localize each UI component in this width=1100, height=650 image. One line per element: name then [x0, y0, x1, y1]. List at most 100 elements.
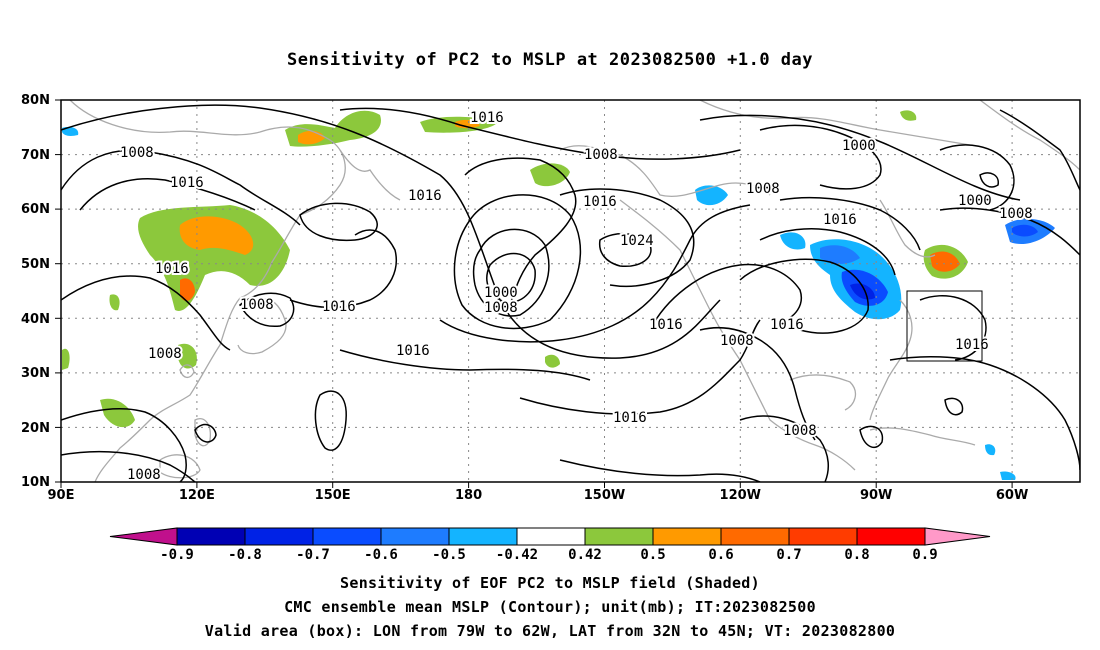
lat-label: 40N: [21, 312, 50, 327]
contour-line: [739, 258, 869, 334]
shade-negative: [820, 245, 860, 264]
shade-negative: [985, 444, 996, 456]
lat-label: 70N: [21, 148, 50, 163]
contour-label: 1008: [584, 147, 618, 163]
contour-line: [79, 178, 256, 211]
colorbar-tick-label: -0.6: [364, 547, 398, 563]
contour-line: [314, 390, 347, 451]
contour-label: 1016: [823, 212, 857, 228]
latitude-axis: 80N 70N 60N 50N 40N 30N 20N 10N: [21, 93, 61, 490]
coastline-gulf: [789, 374, 857, 411]
contour-label: 1016: [613, 410, 647, 426]
shade-negative: [1000, 471, 1016, 480]
coastline-alaska: [559, 145, 771, 197]
contour-line: [699, 326, 816, 441]
colorbar-segment: [652, 527, 722, 546]
contour-line: [299, 202, 378, 242]
colorbar-tick-label: -0.8: [228, 547, 262, 563]
colorbar-tick-label: 0.7: [776, 547, 801, 563]
contour-label: 1016: [408, 188, 442, 204]
coastline-greenland: [979, 100, 1080, 171]
lon-label: 180: [455, 488, 482, 503]
shade-positive: [109, 294, 120, 311]
colorbar: -0.9 -0.8 -0.7 -0.6 -0.5 -0.42 0.42 0.5 0.6 0.7 0.…: [109, 527, 991, 563]
colorbar-tick-label: -0.42: [496, 547, 538, 563]
contour-label: 1008: [120, 145, 154, 161]
lat-label: 20N: [21, 421, 50, 436]
graticule: [61, 100, 1080, 482]
contour-line: [598, 233, 652, 267]
colorbar-segment: [312, 527, 382, 546]
contour-line: [939, 207, 1080, 256]
colorbar-low-end: [109, 527, 178, 546]
contour-labels: 1016 1008 1016 1016 1008 1008 1016 1008 …: [118, 108, 1035, 483]
lon-label: 150W: [584, 488, 625, 503]
shade-positive: [180, 278, 195, 301]
shade-positive: [545, 354, 560, 368]
lat-label: 80N: [21, 93, 50, 108]
lon-label: 60W: [996, 488, 1028, 503]
contour-line: [759, 228, 896, 276]
contour-label: 1016: [170, 175, 204, 191]
colorbar-tick-label: -0.7: [296, 547, 330, 563]
colorbar-segment: [448, 527, 518, 546]
contour-line: [472, 228, 550, 317]
colorbar-tick-label: 0.5: [640, 547, 665, 563]
coastline-japan: [237, 298, 287, 355]
contour-line: [739, 415, 830, 482]
colorbar-tick-label: 0.8: [844, 547, 869, 563]
contour-line: [289, 229, 397, 309]
contour-line: [453, 194, 582, 330]
contour-line: [519, 319, 761, 415]
contour-line: [649, 263, 802, 331]
contour-label: 1008: [484, 300, 518, 316]
shade-positive: [900, 110, 917, 121]
map-frame: [60, 99, 1081, 483]
shade-positive: [530, 163, 570, 187]
contour-line: [859, 425, 884, 449]
contour-label: 1008: [240, 297, 274, 313]
colorbar-tick-label: 0.9: [912, 547, 937, 563]
shade-negative: [62, 126, 79, 136]
colorbar-tick-label: 0.42: [568, 547, 602, 563]
contour-label: 1016: [396, 343, 430, 359]
contour-line: [486, 252, 536, 304]
colorbar-high-end: [924, 527, 991, 546]
shade-positive: [138, 205, 290, 311]
contour-line: [559, 459, 761, 482]
contour-line: [979, 172, 999, 188]
shade-positive: [930, 251, 960, 272]
contour-label: 1008: [720, 333, 754, 349]
contour-label: 1016: [322, 299, 356, 315]
colorbar-segment: [856, 527, 926, 546]
caption-line-1: Sensitivity of EOF PC2 to MSLP field (Sh…: [340, 574, 760, 592]
colorbar-tick-label: 0.6: [708, 547, 733, 563]
shade-negative: [780, 232, 806, 250]
colorbar-segment: [584, 527, 654, 546]
longitude-axis: 90E 120E 150E 180 150W 120W 90W 60W: [48, 482, 1028, 503]
colorbar-segment: [720, 527, 790, 546]
contour-label: 1016: [770, 317, 804, 333]
contour-label: 1000: [842, 138, 876, 154]
contour-label: 1008: [746, 181, 780, 197]
contour-label: 1016: [955, 337, 989, 353]
lat-label: 60N: [21, 202, 50, 217]
coastline-caribbean: [869, 427, 976, 446]
contour-label: 1000: [484, 285, 518, 301]
lat-label: 50N: [21, 257, 50, 272]
lat-label: 30N: [21, 366, 50, 381]
contour-line: [339, 107, 741, 160]
coastline-north-america-east: [869, 299, 913, 421]
contour-label: 1008: [999, 206, 1033, 222]
caption-line-2: CMC ensemble mean MSLP (Contour); unit(m…: [284, 598, 816, 616]
contour-label: 1016: [470, 110, 504, 126]
shade-negative: [850, 283, 875, 300]
contour-label: 1008: [127, 467, 161, 483]
contour-label: 1016: [583, 194, 617, 210]
lat-label: 10N: [21, 475, 50, 490]
contour-line: [779, 196, 921, 251]
contour-line: [919, 295, 987, 361]
colorbar-segment: [380, 527, 450, 546]
shade-positive: [455, 119, 480, 129]
colorbar-segment: [176, 527, 246, 546]
